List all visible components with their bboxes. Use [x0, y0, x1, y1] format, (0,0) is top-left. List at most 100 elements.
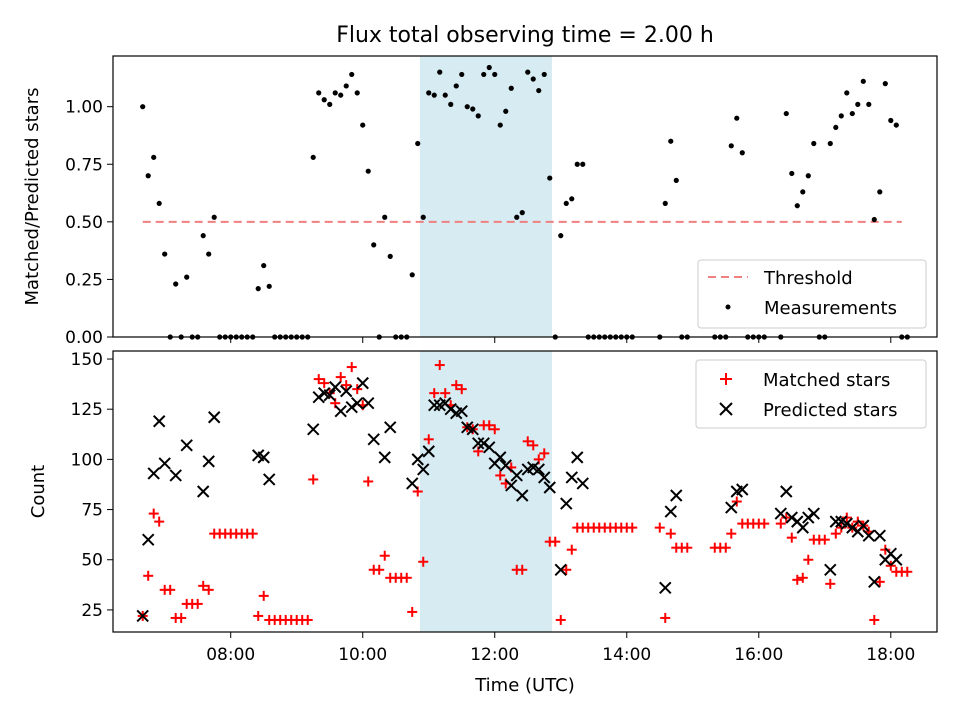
measurement-point: [316, 90, 322, 96]
matched-point: [418, 556, 429, 567]
measurement-point: [426, 90, 432, 96]
matched-point: [429, 388, 440, 399]
predicted-point: [796, 521, 809, 534]
predicted-point: [428, 398, 441, 412]
measurement-point: [508, 85, 514, 91]
predicted-point: [873, 529, 887, 542]
matched-point: [374, 564, 385, 575]
predicted-point: [824, 563, 837, 576]
matched-point: [550, 536, 561, 547]
matched-point: [665, 528, 676, 539]
matched-point: [352, 384, 363, 395]
matched-point: [841, 512, 852, 523]
top-observing-window: [419, 56, 552, 337]
measurement-point: [200, 233, 206, 239]
measurement-point: [794, 203, 800, 209]
bottom-ytick-label: 150: [71, 350, 103, 370]
top-ytick-label: 1.00: [65, 98, 103, 118]
legend-matched-swatch: [720, 373, 732, 385]
top-ytick-label: 0.50: [65, 213, 103, 233]
predicted-point: [499, 459, 512, 472]
predicted-point: [554, 563, 567, 576]
measurement-point: [563, 200, 569, 207]
matched-point: [726, 528, 737, 539]
matched-point: [198, 580, 209, 591]
measurement-point: [503, 108, 509, 114]
predicted-point: [571, 451, 584, 464]
top-axes-frame: [112, 55, 938, 338]
predicted-point: [780, 485, 793, 498]
predicted-point: [158, 457, 171, 470]
matched-point: [401, 572, 412, 583]
predicted-point: [356, 376, 369, 390]
bottom-ytick-label: 50: [81, 551, 103, 571]
measurement-point: [728, 143, 734, 149]
measurement-point: [459, 71, 465, 78]
bottom-ytick-label: 75: [81, 501, 103, 521]
matched-point: [451, 380, 462, 391]
matched-point: [489, 424, 500, 435]
measurement-point: [486, 64, 492, 71]
measurement-point: [261, 262, 267, 269]
matched-points: [137, 360, 913, 625]
measurement-point: [877, 189, 883, 195]
bottom-ytick-label: 25: [81, 601, 103, 621]
measurement-point: [255, 286, 261, 292]
measurement-point: [327, 101, 333, 107]
measurement-point: [354, 90, 360, 96]
predicted-point: [857, 519, 870, 532]
matched-point: [258, 590, 269, 601]
measurement-point: [530, 76, 536, 82]
matched-point: [313, 374, 324, 385]
predicted-point: [422, 445, 435, 458]
matched-point: [319, 378, 330, 389]
measurement-point: [481, 71, 487, 78]
ratio-panel: 0.00 0.25 0.50 0.75 1.00 Matched/Predicted s…: [22, 55, 938, 348]
measurement-point: [475, 113, 481, 119]
matched-point: [775, 518, 786, 529]
predicted-point: [565, 471, 578, 484]
predicted-point: [345, 400, 358, 414]
predicted-point: [141, 533, 155, 546]
measurement-point: [371, 242, 377, 248]
matched-point: [555, 614, 566, 625]
matched-point: [440, 388, 451, 399]
matched-point: [836, 522, 847, 533]
measurement-point: [431, 92, 437, 98]
predicted-point: [538, 471, 551, 484]
bottom-xtick-label: 18:00: [866, 645, 915, 665]
predicted-point: [197, 485, 210, 498]
predicted-point: [307, 423, 320, 436]
matched-point: [495, 470, 506, 481]
predicted-point: [472, 437, 485, 450]
measurement-point: [844, 90, 850, 96]
measurement-point: [382, 214, 388, 220]
measurement-point: [662, 200, 668, 207]
matched-point: [539, 448, 550, 459]
predicted-point: [411, 453, 424, 466]
bottom-xtick-label: 16:00: [734, 645, 783, 665]
predicted-point: [543, 481, 556, 494]
matched-point: [456, 384, 467, 395]
predicted-point: [340, 384, 353, 398]
measurement-point: [569, 196, 575, 202]
measurement-point: [525, 69, 531, 75]
measurement-point: [140, 104, 146, 110]
measurement-point: [789, 170, 795, 177]
measurement-point: [805, 173, 811, 179]
measurement-point: [739, 150, 745, 156]
matched-point: [176, 612, 187, 623]
predicted-point: [417, 463, 430, 476]
matched-point: [819, 534, 830, 545]
predicted-point: [334, 405, 347, 418]
matched-point: [423, 434, 434, 445]
measurement-point: [800, 189, 806, 195]
predicted-point: [362, 396, 375, 410]
measurement-point: [338, 92, 344, 98]
predicted-point: [846, 521, 859, 534]
predicted-point: [802, 511, 815, 524]
measurement-point: [321, 97, 327, 103]
measurement-point: [448, 101, 454, 107]
bottom-legend-box: [695, 359, 927, 429]
